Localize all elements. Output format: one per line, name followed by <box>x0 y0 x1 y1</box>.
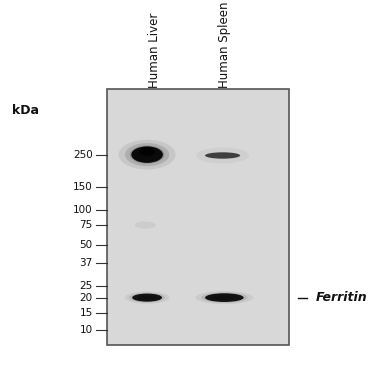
Ellipse shape <box>131 146 163 163</box>
Ellipse shape <box>135 222 156 229</box>
FancyBboxPatch shape <box>107 89 289 345</box>
Text: kDa: kDa <box>12 104 39 117</box>
Ellipse shape <box>118 140 176 170</box>
Text: 50: 50 <box>80 240 93 250</box>
Text: Human Spleen: Human Spleen <box>218 2 231 88</box>
Text: Ferritin: Ferritin <box>316 291 367 304</box>
Text: Human Liver: Human Liver <box>148 12 160 88</box>
Ellipse shape <box>125 291 170 304</box>
Ellipse shape <box>205 293 244 302</box>
Text: 20: 20 <box>80 292 93 303</box>
Ellipse shape <box>125 143 169 166</box>
Text: 150: 150 <box>73 182 93 192</box>
Text: 250: 250 <box>73 150 93 160</box>
Ellipse shape <box>196 147 249 164</box>
Text: 25: 25 <box>80 281 93 291</box>
Text: 100: 100 <box>73 205 93 215</box>
Ellipse shape <box>129 293 165 303</box>
Ellipse shape <box>195 291 253 304</box>
Text: 75: 75 <box>80 220 93 230</box>
Ellipse shape <box>209 154 237 158</box>
Text: 37: 37 <box>80 258 93 268</box>
Ellipse shape <box>205 152 240 159</box>
Ellipse shape <box>130 146 165 164</box>
Text: 10: 10 <box>80 324 93 334</box>
Ellipse shape <box>132 294 162 302</box>
Text: 15: 15 <box>80 308 93 318</box>
Ellipse shape <box>201 292 248 303</box>
Ellipse shape <box>213 296 236 300</box>
Ellipse shape <box>139 147 155 156</box>
Ellipse shape <box>138 296 156 300</box>
